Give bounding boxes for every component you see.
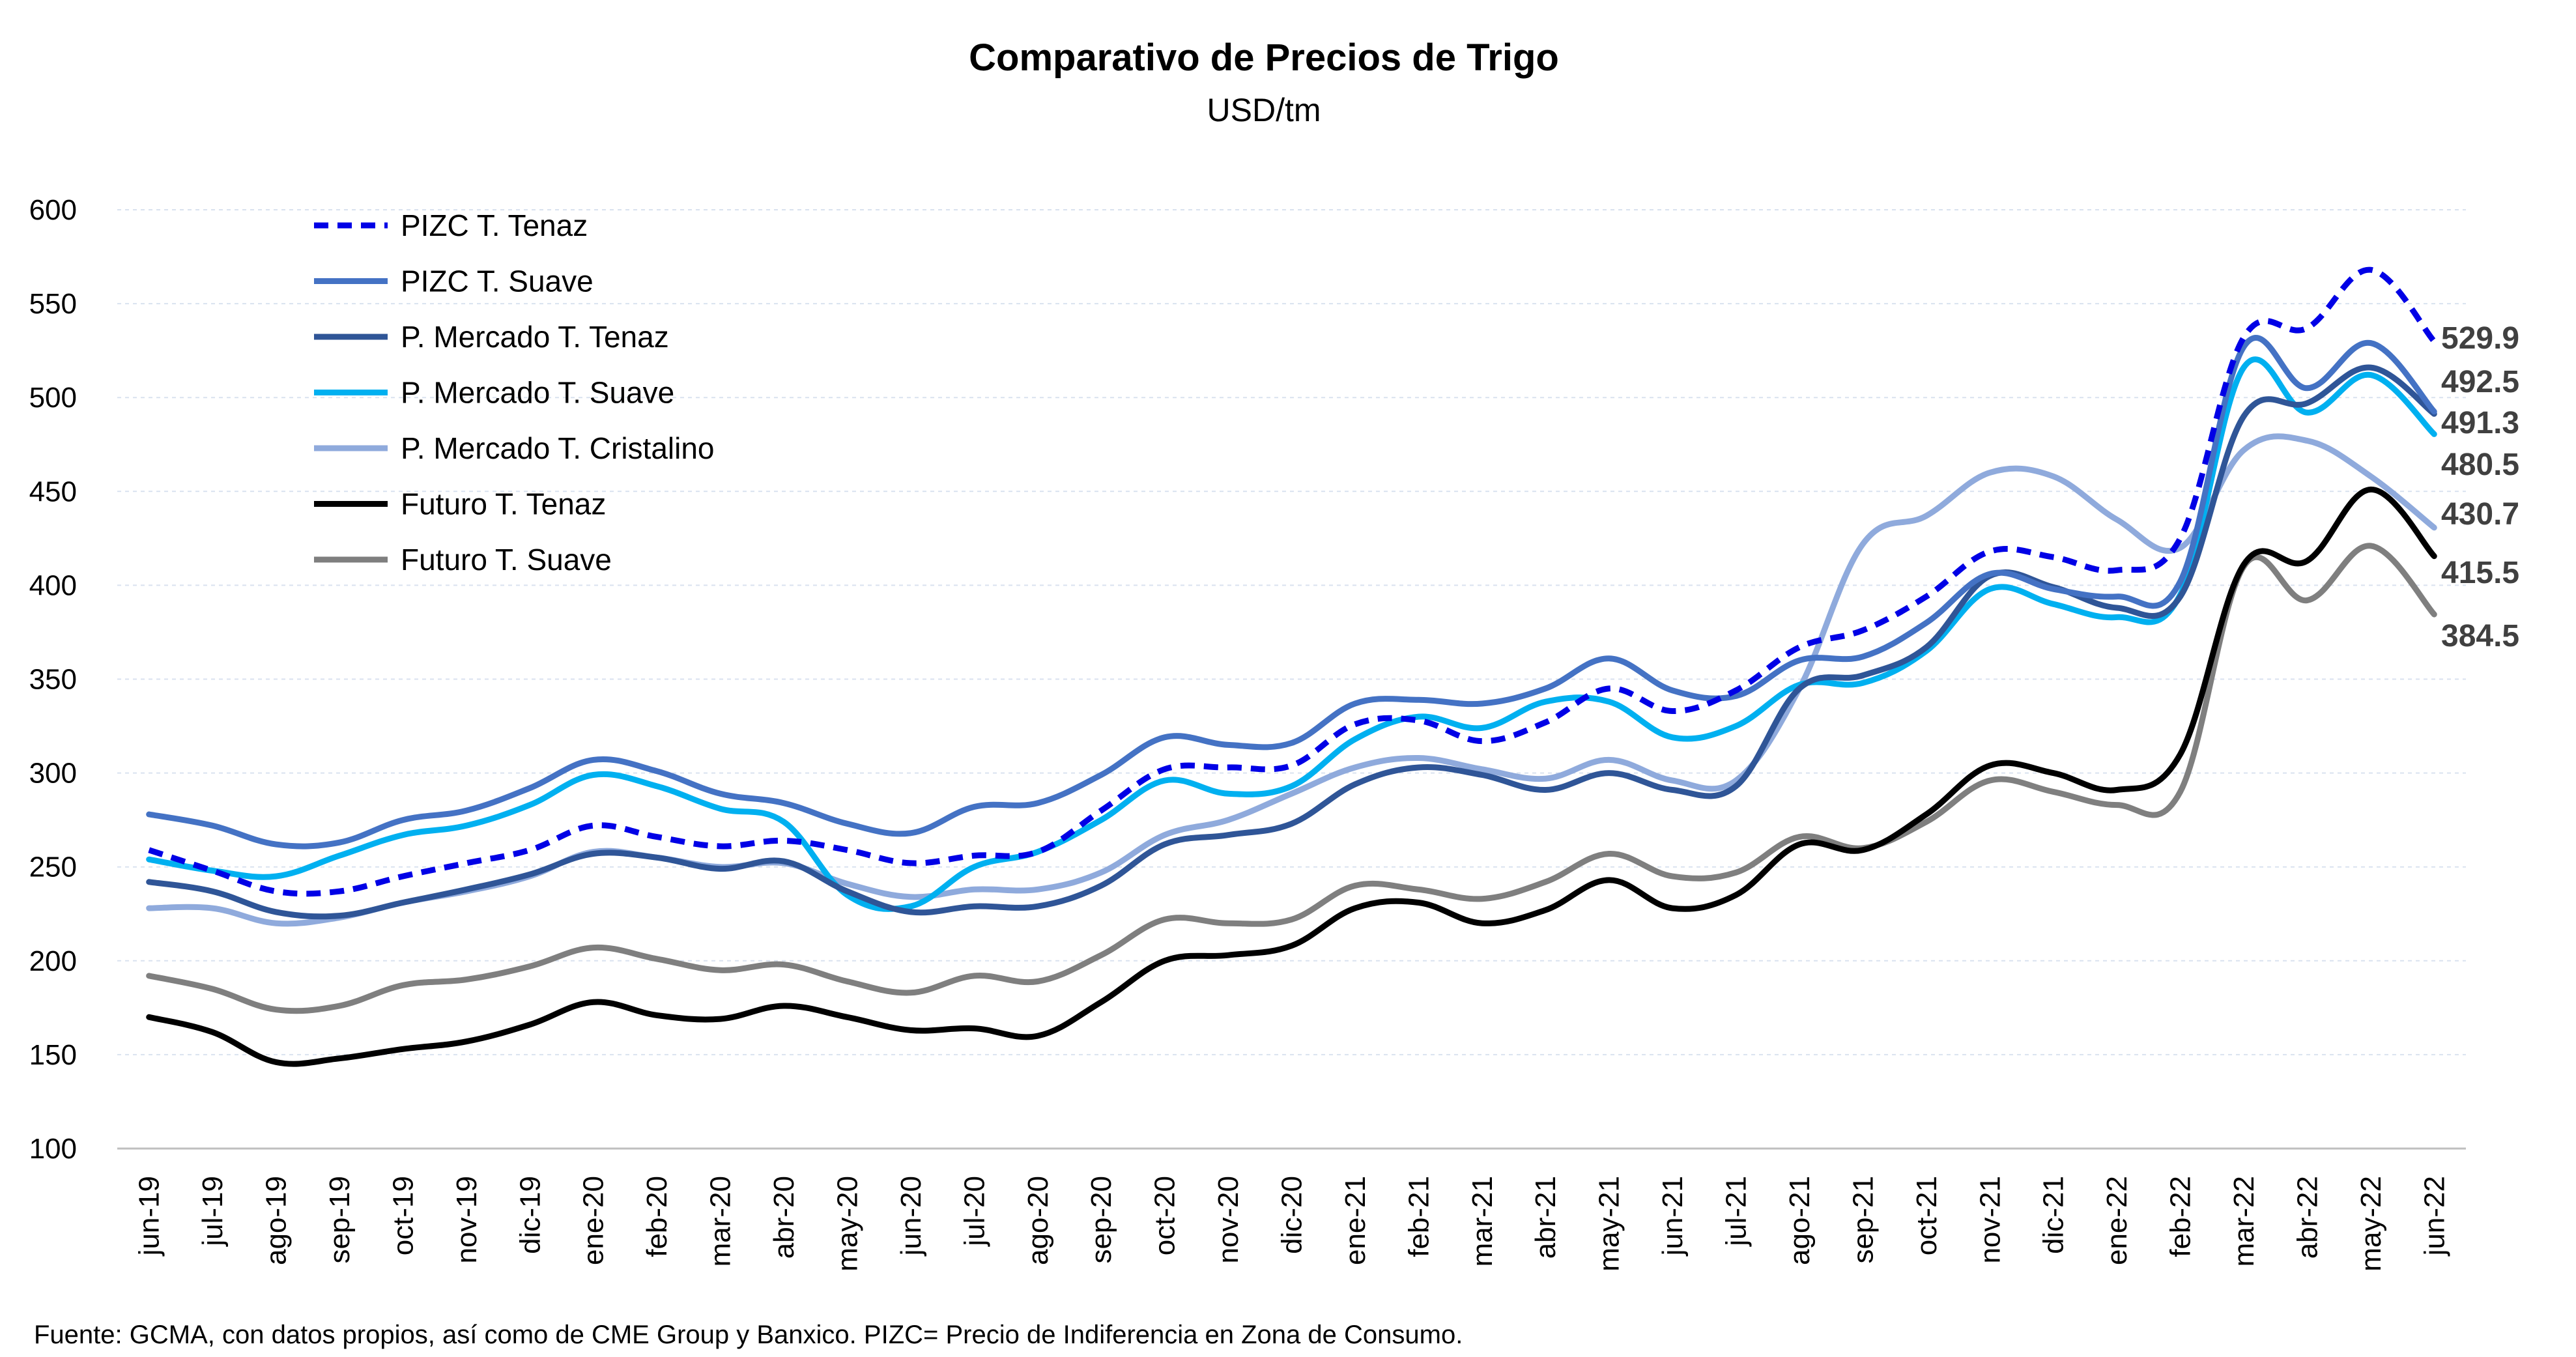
x-tick-label: ene-20 (578, 1176, 610, 1265)
x-tick-label: feb-21 (1403, 1176, 1435, 1257)
x-tick-label: may-20 (831, 1176, 863, 1272)
x-tick-label: jul-19 (197, 1176, 229, 1248)
gridlines (117, 209, 2466, 1055)
series-lines (146, 266, 2437, 1067)
legend-label: PIZC T. Suave (401, 264, 594, 298)
x-tick-label: oct-19 (387, 1176, 419, 1255)
x-tick-label: sep-21 (1847, 1176, 1879, 1264)
legend-label: Futuro T. Tenaz (401, 487, 606, 521)
x-tick-label: oct-21 (1911, 1176, 1943, 1255)
x-tick-label: jun-22 (2418, 1176, 2450, 1257)
x-tick-label: mar-21 (1467, 1176, 1498, 1266)
series-line (146, 356, 2437, 912)
legend-label: P. Mercado T. Suave (401, 376, 674, 410)
y-tick-label: 350 (29, 664, 77, 696)
x-tick-label: abr-21 (1530, 1176, 1562, 1259)
series-line (148, 266, 2437, 897)
chart-title: Comparativo de Precios de Trigo (969, 36, 1559, 79)
x-tick-label: sep-19 (324, 1176, 356, 1264)
y-tick-label: 150 (29, 1039, 77, 1071)
x-tick-label: ago-19 (261, 1176, 293, 1265)
series-line (146, 335, 2437, 850)
x-axis: jun-19 jul-19 ago-19 sep-19 oct-19 nov-19 dic-… (134, 1176, 2451, 1272)
end-value-label: 384.5 (2441, 619, 2519, 653)
legend-label: Futuro T. Suave (401, 543, 612, 577)
series-line (146, 486, 2437, 1067)
x-tick-label: abr-20 (768, 1176, 800, 1259)
legend: PIZC T. Tenaz PIZC T. Suave P. Mercado T. … (314, 208, 715, 577)
legend-label: P. Mercado T. Tenaz (401, 320, 669, 354)
y-tick-label: 450 (29, 476, 77, 507)
y-tick-label: 550 (29, 288, 77, 320)
y-tick-label: 300 (29, 758, 77, 790)
x-tick-label: nov-20 (1212, 1176, 1244, 1264)
end-labels: 529.9 492.5 491.3 480.5 430.7 415.5 384.5 (2441, 321, 2519, 653)
end-value-label: 491.3 (2441, 406, 2519, 440)
y-tick-label: 250 (29, 851, 77, 883)
legend-label: PIZC T. Tenaz (401, 208, 588, 242)
x-tick-label: sep-20 (1085, 1176, 1117, 1264)
series-line (146, 364, 2437, 920)
y-tick-label: 600 (29, 194, 77, 226)
end-value-label: 430.7 (2441, 497, 2519, 532)
series-line (146, 543, 2437, 1014)
x-tick-label: jul-20 (958, 1176, 990, 1248)
x-tick-label: ago-20 (1022, 1176, 1054, 1265)
x-tick-label: dic-19 (514, 1176, 546, 1254)
x-tick-label: mar-20 (705, 1176, 737, 1266)
end-value-label: 492.5 (2441, 365, 2519, 399)
end-value-label: 480.5 (2441, 448, 2519, 482)
y-tick-label: 500 (29, 382, 77, 414)
end-value-label: 529.9 (2441, 321, 2519, 356)
x-tick-label: dic-21 (2038, 1176, 2070, 1254)
x-tick-label: ago-21 (1784, 1176, 1816, 1265)
x-tick-label: nov-19 (451, 1176, 483, 1264)
end-value-label: 415.5 (2441, 556, 2519, 590)
x-tick-label: feb-22 (2165, 1176, 2197, 1257)
x-tick-label: abr-22 (2291, 1176, 2323, 1259)
chart-subtitle: USD/tm (1207, 92, 1321, 128)
x-tick-label: may-21 (1594, 1176, 1625, 1272)
x-tick-label: mar-22 (2228, 1176, 2260, 1266)
x-tick-label: jun-19 (134, 1176, 165, 1257)
chart-footer: Fuente: GCMA, con datos propios, así com… (34, 1321, 1463, 1349)
x-tick-label: nov-21 (1974, 1176, 2006, 1264)
x-tick-label: jun-20 (895, 1176, 927, 1257)
x-tick-label: feb-20 (641, 1176, 673, 1257)
legend-label: P. Mercado T. Cristalino (401, 431, 715, 465)
x-tick-label: ene-21 (1339, 1176, 1371, 1265)
y-tick-label: 100 (29, 1133, 77, 1165)
x-tick-label: jun-21 (1657, 1176, 1689, 1257)
y-axis: 100 150 200 250 300 350 400 450 500 550 600 (29, 194, 77, 1165)
x-tick-label: ene-22 (2101, 1176, 2133, 1265)
x-tick-label: may-22 (2355, 1176, 2387, 1272)
y-tick-label: 400 (29, 569, 77, 601)
y-tick-label: 200 (29, 945, 77, 977)
x-tick-label: jul-21 (1721, 1176, 1753, 1248)
x-tick-label: dic-20 (1276, 1176, 1308, 1254)
x-tick-label: oct-20 (1149, 1176, 1181, 1255)
